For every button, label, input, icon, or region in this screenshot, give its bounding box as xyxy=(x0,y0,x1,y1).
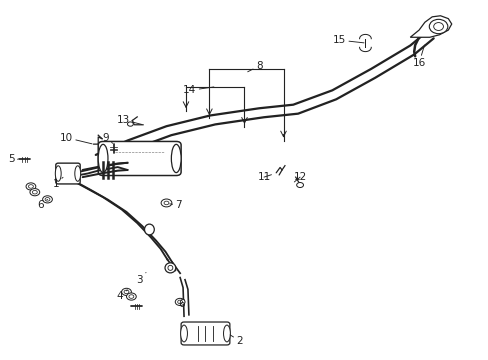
Circle shape xyxy=(175,298,184,306)
Ellipse shape xyxy=(75,166,81,181)
Text: 11: 11 xyxy=(257,172,271,182)
Circle shape xyxy=(26,183,36,190)
Text: 15: 15 xyxy=(332,35,363,45)
Ellipse shape xyxy=(144,224,154,235)
Circle shape xyxy=(126,293,136,300)
Circle shape xyxy=(42,196,52,203)
Ellipse shape xyxy=(55,166,61,181)
Circle shape xyxy=(124,290,129,294)
Text: 4: 4 xyxy=(117,290,127,301)
Circle shape xyxy=(32,190,37,194)
Circle shape xyxy=(30,189,40,196)
Text: 2: 2 xyxy=(230,335,243,346)
Ellipse shape xyxy=(223,325,230,342)
Text: 6: 6 xyxy=(37,199,47,210)
Circle shape xyxy=(296,183,303,188)
Text: 12: 12 xyxy=(293,172,306,182)
Ellipse shape xyxy=(164,263,175,273)
Ellipse shape xyxy=(171,144,181,172)
Text: 10: 10 xyxy=(60,133,92,144)
Ellipse shape xyxy=(433,23,443,31)
Text: 5: 5 xyxy=(8,154,18,164)
Ellipse shape xyxy=(428,19,447,34)
Text: 3: 3 xyxy=(136,273,146,285)
Text: 13: 13 xyxy=(117,115,142,125)
FancyBboxPatch shape xyxy=(56,163,80,184)
Text: 1: 1 xyxy=(52,177,63,189)
Text: 9: 9 xyxy=(102,133,113,143)
Circle shape xyxy=(129,295,134,298)
Circle shape xyxy=(45,198,50,201)
Ellipse shape xyxy=(180,325,187,342)
Circle shape xyxy=(127,122,133,126)
Text: 14: 14 xyxy=(183,85,213,95)
Text: 6: 6 xyxy=(178,299,184,309)
Circle shape xyxy=(28,185,33,188)
Text: 8: 8 xyxy=(247,61,262,72)
Circle shape xyxy=(122,288,131,296)
Text: 7: 7 xyxy=(169,200,182,210)
Circle shape xyxy=(161,199,171,207)
Circle shape xyxy=(163,201,168,205)
Polygon shape xyxy=(409,16,451,37)
FancyBboxPatch shape xyxy=(181,322,229,345)
FancyBboxPatch shape xyxy=(98,141,181,176)
Circle shape xyxy=(177,300,182,304)
Ellipse shape xyxy=(167,265,172,270)
Text: 16: 16 xyxy=(411,45,425,68)
Ellipse shape xyxy=(98,144,108,172)
